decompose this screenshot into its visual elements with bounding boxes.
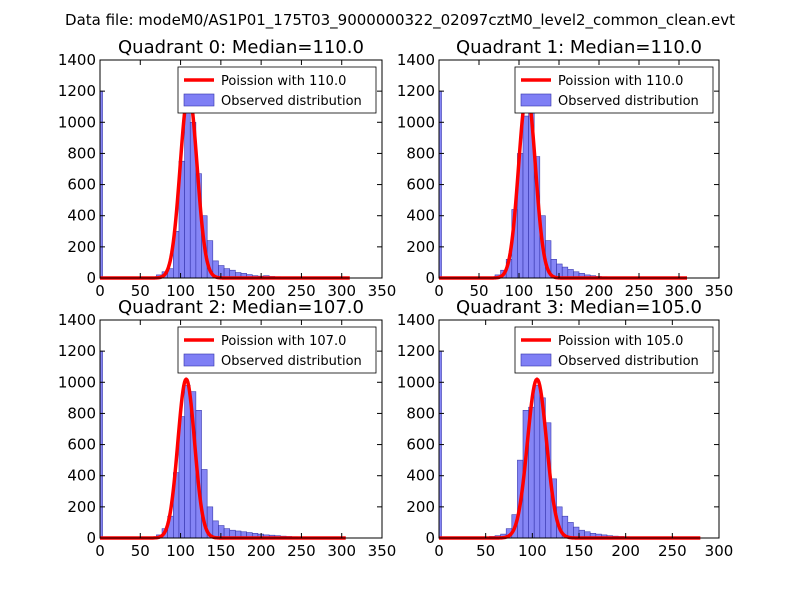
x-tick-label: 150 (545, 282, 574, 300)
x-tick-label: 100 (505, 282, 534, 300)
poisson-curve (99, 90, 351, 280)
legend-label-poisson: Poission with 105.0 (558, 334, 683, 349)
x-tick-label: 200 (247, 282, 276, 300)
y-tick-label: 1200 (397, 82, 435, 100)
quadrant-1-panel: Quadrant 1: Median=110.0 0 50 100 150 200 250 3… (397, 37, 734, 300)
legend-label-observed: Observed distribution (558, 94, 699, 109)
legend-label-observed: Observed distribution (221, 94, 362, 109)
y-tick-label: 1000 (397, 373, 435, 391)
y-tick-label: 800 (406, 144, 435, 162)
panel-title: Quadrant 3: Median=105.0 (456, 297, 702, 318)
x-tick-label: 50 (476, 542, 495, 560)
x-tick-label: 200 (247, 542, 276, 560)
histogram-bar (212, 520, 219, 539)
poisson-curve (99, 377, 347, 540)
axes-frame (99, 319, 383, 539)
x-tick-label: 250 (625, 282, 654, 300)
x-tick-label: 100 (518, 542, 547, 560)
x-tick-label: 200 (611, 542, 640, 560)
x-tick-label: 0 (95, 542, 105, 560)
x-tick-label: 250 (658, 542, 687, 560)
x-tick-label: 300 (327, 542, 356, 560)
x-tick-label: 300 (705, 542, 734, 560)
histogram-bar (184, 109, 191, 279)
legend-bar-swatch (183, 353, 215, 367)
legend-bar-swatch (520, 353, 552, 367)
y-tick-label: 1000 (58, 113, 96, 131)
poisson-curve (438, 90, 688, 280)
histogram-bar (533, 385, 541, 539)
x-tick-label: 150 (565, 542, 594, 560)
y-tick-label: 1200 (58, 82, 96, 100)
x-tick-label: 0 (95, 282, 105, 300)
x-tick-label: 0 (434, 282, 444, 300)
legend-label-observed: Observed distribution (558, 354, 699, 369)
histogram-bar (184, 385, 191, 539)
y-tick-label: 600 (406, 176, 435, 194)
y-tick-label: 1400 (397, 51, 435, 69)
y-tick-label: 1400 (58, 51, 96, 69)
x-tick-label: 350 (368, 542, 397, 560)
y-tick-label: 0 (425, 269, 435, 287)
histogram-bar (522, 115, 529, 279)
y-tick-label: 1200 (58, 342, 96, 360)
x-tick-label: 250 (287, 542, 316, 560)
y-tick-label: 600 (67, 176, 96, 194)
y-tick-label: 1000 (397, 113, 435, 131)
y-tick-label: 400 (67, 207, 96, 225)
figure-title: Data file: modeM0/AS1P01_175T03_90000003… (65, 11, 735, 30)
legend-label-poisson: Poission with 107.0 (221, 334, 346, 349)
y-tick-label: 200 (67, 498, 96, 516)
y-tick-label: 200 (67, 238, 96, 256)
x-tick-label: 350 (705, 282, 734, 300)
y-tick-label: 1000 (58, 373, 96, 391)
panel-title: Quadrant 0: Median=110.0 (118, 37, 364, 58)
legend-label-poisson: Poission with 110.0 (558, 74, 683, 89)
y-tick-label: 600 (406, 436, 435, 454)
y-tick-label: 800 (67, 144, 96, 162)
axes-frame (438, 59, 720, 279)
y-tick-label: 1400 (397, 311, 435, 329)
x-tick-label: 350 (368, 282, 397, 300)
y-tick-label: 400 (406, 207, 435, 225)
x-tick-label: 300 (327, 282, 356, 300)
x-tick-label: 100 (166, 282, 195, 300)
x-tick-label: 250 (287, 282, 316, 300)
x-tick-label: 0 (434, 542, 444, 560)
x-tick-label: 50 (131, 542, 150, 560)
y-tick-label: 800 (406, 404, 435, 422)
axes-frame (99, 59, 383, 279)
y-tick-label: 1400 (58, 311, 96, 329)
y-tick-label: 1200 (397, 342, 435, 360)
panel-title: Quadrant 2: Median=107.0 (118, 297, 364, 318)
panel-title: Quadrant 1: Median=110.0 (456, 37, 702, 58)
x-tick-label: 150 (207, 282, 236, 300)
x-tick-label: 50 (131, 282, 150, 300)
x-tick-label: 300 (665, 282, 694, 300)
y-tick-label: 200 (406, 238, 435, 256)
y-tick-label: 600 (67, 436, 96, 454)
legend-label-poisson: Poission with 110.0 (221, 74, 346, 89)
x-tick-label: 200 (585, 282, 614, 300)
y-tick-label: 0 (86, 529, 96, 547)
y-tick-label: 200 (406, 498, 435, 516)
legend-bar-swatch (183, 93, 215, 107)
y-tick-label: 400 (406, 467, 435, 485)
quadrant-0-panel: Quadrant 0: Median=110.0 0 50 100 150 200 250 3… (58, 37, 397, 300)
x-tick-label: 100 (166, 542, 195, 560)
quadrant-2-panel: Quadrant 2: Median=107.0 0 50 100 150 200 250 3… (58, 297, 397, 560)
y-tick-label: 800 (67, 404, 96, 422)
quadrant-3-panel: Quadrant 3: Median=105.0 0 50 100 150 200 250 3… (397, 297, 734, 560)
legend-bar-swatch (520, 93, 552, 107)
y-tick-label: 0 (86, 269, 96, 287)
poisson-curve (438, 377, 702, 540)
y-tick-label: 400 (67, 467, 96, 485)
x-tick-label: 50 (469, 282, 488, 300)
x-tick-label: 150 (207, 542, 236, 560)
y-tick-label: 0 (425, 529, 435, 547)
legend-label-observed: Observed distribution (221, 354, 362, 369)
